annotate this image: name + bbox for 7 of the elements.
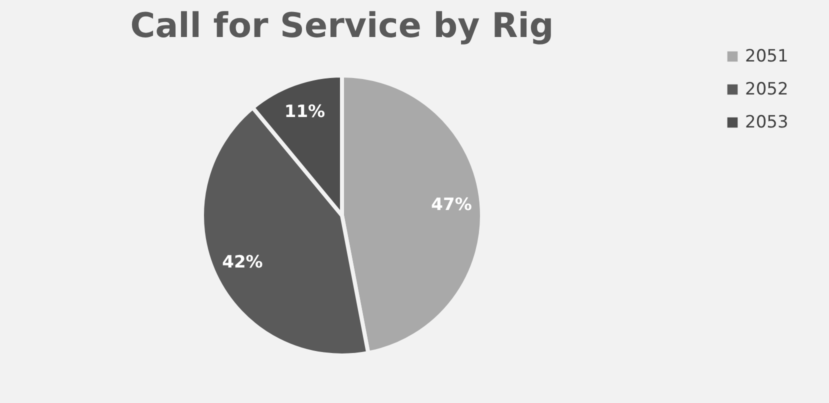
legend-label: 2052 xyxy=(745,80,788,100)
data-label: 11% xyxy=(284,102,326,122)
chart-title: Call for Service by Rig xyxy=(130,6,554,46)
legend-label: 2053 xyxy=(745,112,788,132)
data-label: 47% xyxy=(431,195,472,216)
data-label: 42% xyxy=(222,252,263,272)
legend-label: 2051 xyxy=(745,46,788,66)
